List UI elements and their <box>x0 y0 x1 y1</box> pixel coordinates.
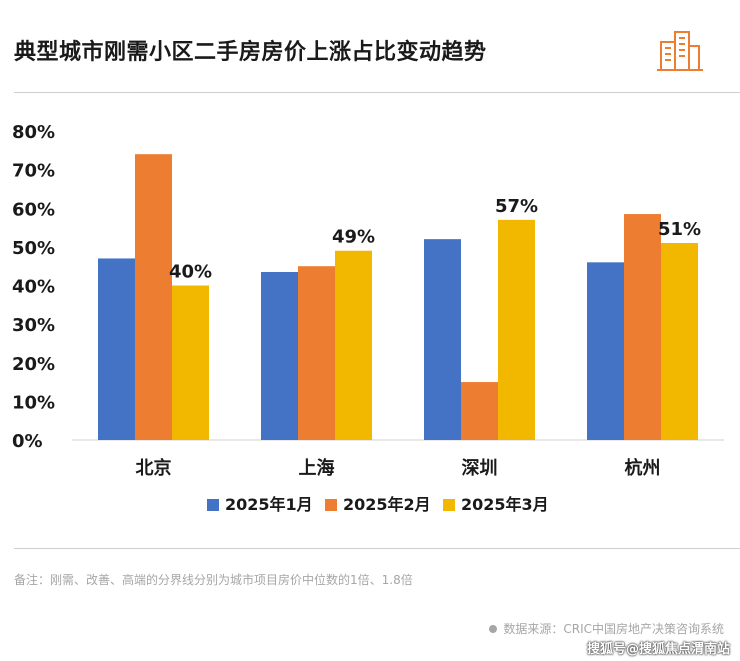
y-tick-label: 10% <box>12 392 55 413</box>
bar-2-4 <box>624 214 661 440</box>
bar-2-3 <box>461 382 498 440</box>
bar-1-4 <box>587 262 624 440</box>
y-tick-label: 80% <box>12 122 55 143</box>
source-text: 数据来源：CRIC中国房地产决策咨询系统 <box>503 622 724 636</box>
building-logo-icon <box>657 31 703 71</box>
bar-1-1 <box>98 258 135 440</box>
chart-title: 典型城市刚需小区二手房房价上涨占比变动趋势 <box>14 40 487 65</box>
y-tick-label: 60% <box>12 199 55 220</box>
x-category-label: 深圳 <box>462 457 498 479</box>
footnote: 备注：刚需、改善、高端的分界线分别为城市项目房价中位数的1倍、1.8倍 <box>14 573 413 587</box>
legend-label: 2025年1月 <box>225 495 313 514</box>
data-label: 51% <box>658 219 701 240</box>
y-tick-label: 20% <box>12 354 55 375</box>
bar-3-3 <box>498 219 535 440</box>
legend-swatch <box>207 499 219 511</box>
data-label: 57% <box>495 196 538 217</box>
legend-label: 2025年3月 <box>461 495 549 514</box>
y-tick-label: 50% <box>12 238 55 259</box>
source-dot-icon <box>489 624 498 633</box>
watermark: 搜狐号@搜狐焦点渭南站 <box>586 642 730 657</box>
data-label: 40% <box>169 262 212 283</box>
legend-swatch <box>443 499 455 511</box>
bar-2-1 <box>135 154 172 441</box>
y-tick-label: 40% <box>12 277 55 298</box>
bar-1-3 <box>424 239 461 440</box>
legend-label: 2025年2月 <box>343 495 431 514</box>
bottom-divider <box>14 548 740 549</box>
data-source: 数据来源：CRIC中国房地产决策咨询系统 <box>489 620 724 637</box>
bar-chart: 0% 10% 20% 30% 40% 50% 60% 70% 80% 40% 北京 49% 上海 57% 深… <box>12 122 724 514</box>
y-tick-label: 30% <box>12 315 55 336</box>
bar-1-2 <box>261 271 298 440</box>
x-category-label: 北京 <box>136 457 172 479</box>
bar-2-2 <box>298 266 335 440</box>
bar-3-1 <box>172 285 209 440</box>
bar-3-4 <box>661 243 698 440</box>
x-category-label: 杭州 <box>625 457 661 479</box>
y-tick-label: 70% <box>12 161 55 182</box>
x-category-label: 上海 <box>299 457 335 479</box>
data-label: 49% <box>332 227 375 248</box>
y-tick-label: 0% <box>12 431 43 452</box>
legend-swatch <box>325 499 337 511</box>
bar-3-2 <box>335 250 372 440</box>
top-divider <box>14 92 740 93</box>
